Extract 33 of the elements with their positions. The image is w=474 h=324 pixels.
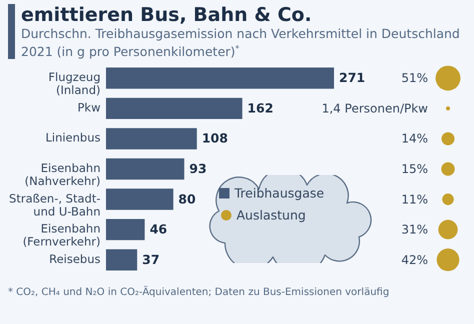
text: * CO₂, CH₄ und N₂O in CO₂-Äquivalenten; Daten zu Bus-Emissionen vorläufig bbox=[8, 287, 390, 298]
legend-label: Treibhausgase bbox=[234, 185, 324, 200]
y-tick-label: Reisebus bbox=[49, 252, 101, 266]
bar bbox=[106, 68, 334, 89]
y-tick-label: Straßen-, Stadt- und U-Bahn bbox=[9, 191, 100, 218]
data-label: 14% bbox=[401, 132, 428, 146]
bar bbox=[106, 188, 174, 210]
data-label: 42% bbox=[401, 253, 428, 268]
bar bbox=[106, 219, 145, 240]
y-tick-label: Eisenbahn (Fernverkehr) bbox=[22, 222, 100, 249]
y-tick-label: Pkw bbox=[78, 100, 100, 115]
data-label: 46 bbox=[150, 222, 168, 237]
chart-subtitle: Durchschn. Treibhausgasemission nach Verkehrsmittel in Deutschland 2021 (in g pro Personenkilometer)$^{*}$ bbox=[21, 26, 461, 60]
data-label: 11% bbox=[401, 192, 428, 206]
bar bbox=[106, 158, 184, 180]
legend-label: Auslastung bbox=[236, 207, 306, 222]
bar bbox=[106, 128, 197, 150]
data-label: 108 bbox=[202, 130, 228, 146]
data-label: 37 bbox=[142, 252, 160, 268]
data-label: 93 bbox=[189, 161, 207, 176]
bar bbox=[106, 249, 138, 271]
data-label: 15% bbox=[401, 162, 428, 176]
data-label: 271 bbox=[339, 70, 366, 86]
chart-title: emittieren Bus, Bahn & Co. bbox=[21, 4, 313, 26]
data-label: 31% bbox=[401, 222, 428, 237]
data-label: 80 bbox=[178, 191, 196, 206]
bar bbox=[106, 98, 242, 120]
data-label: 162 bbox=[247, 100, 274, 116]
y-tick-label: Eisenbahn (Nahverkehr) bbox=[24, 161, 100, 188]
y-tick-label: Linienbus bbox=[45, 130, 101, 145]
y-tick-label: Flugzeug (Inland) bbox=[48, 70, 100, 98]
data-label: 51% bbox=[401, 71, 428, 86]
data-label: 1,4 Personen/Pkw bbox=[322, 102, 428, 116]
